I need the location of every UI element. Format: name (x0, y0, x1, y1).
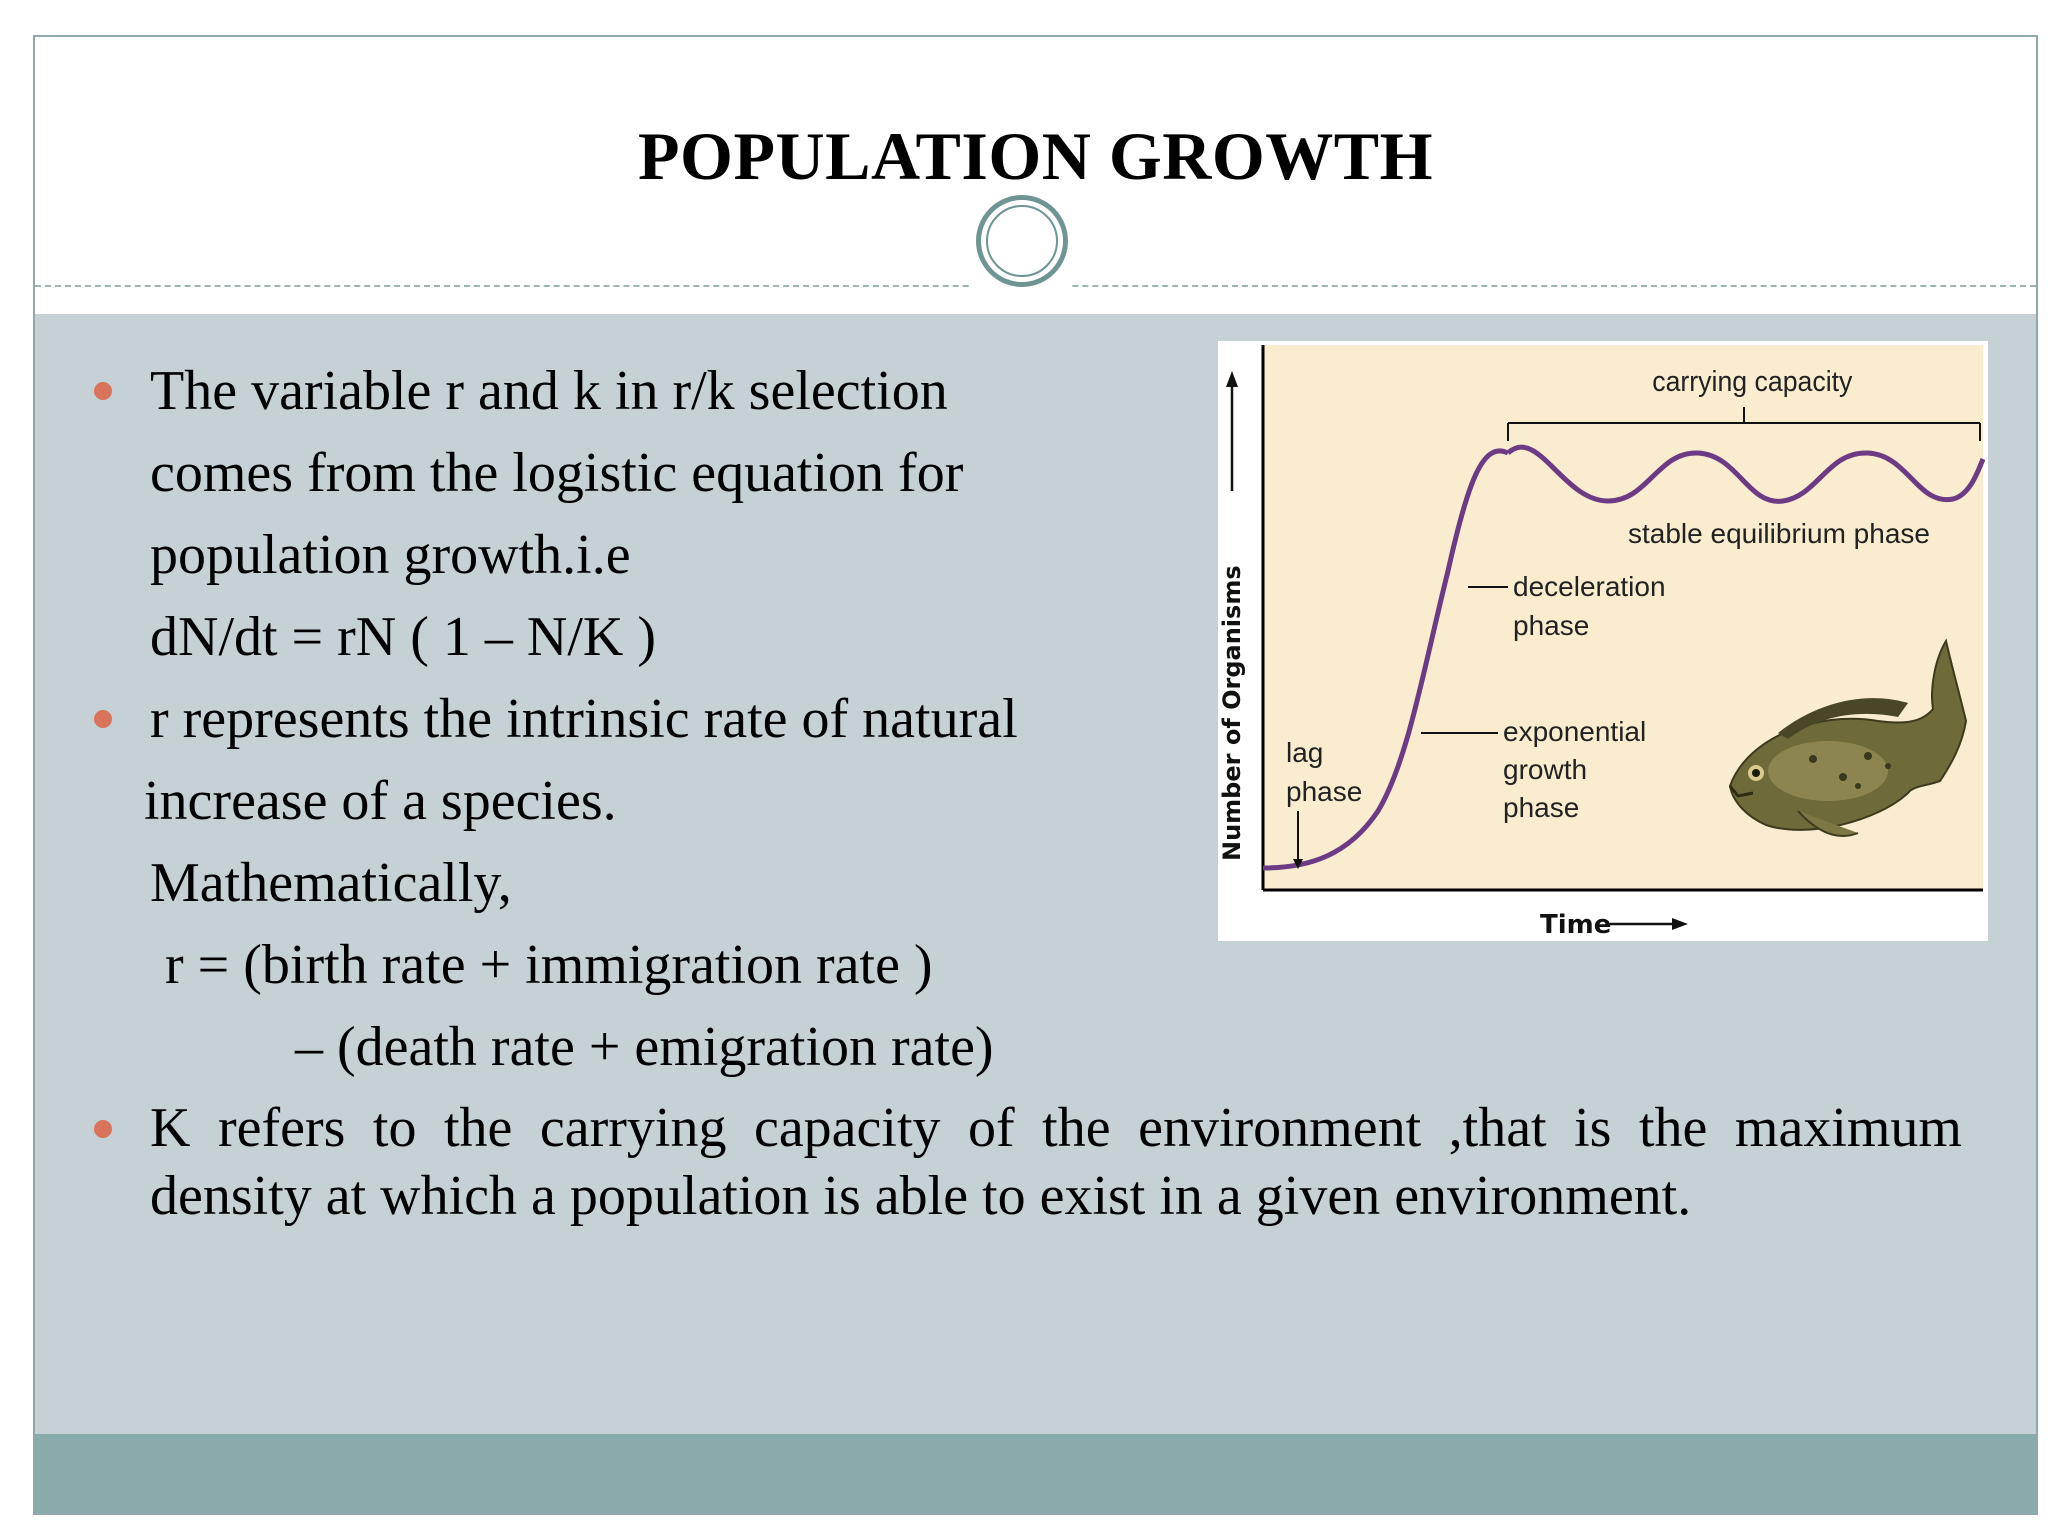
growth-curve (1262, 448, 1510, 871)
lag-pointer-head (1293, 859, 1303, 869)
bullet-2-marker (94, 710, 112, 728)
bullet-2-line-1: r represents the intrinsic rate of natur… (150, 688, 1018, 750)
bullet-3-text: K refers to the carrying capacity of the… (150, 1097, 1962, 1227)
bullet-3-marker (94, 1120, 112, 1138)
bullet-2-formula-line-2: – (death rate + emigration rate) (295, 1016, 994, 1078)
oscillation-curve (1506, 444, 1986, 504)
lag-label-line-2: phase (1286, 776, 1362, 807)
fish-illustration (1728, 638, 1968, 837)
lag-label-line-1: lag (1286, 737, 1323, 768)
bullet-1-marker (94, 382, 112, 400)
y-axis-arrow-head (1226, 371, 1238, 387)
bullet-1-line-3: population growth.i.e (150, 524, 631, 586)
y-axis-label: Number of Organisms (1218, 565, 1246, 861)
bullet-1-line-1: The variable r and k in r/k selection (150, 360, 948, 422)
footer-band (35, 1434, 2036, 1513)
x-axis-arrow-head (1672, 918, 1688, 930)
exponential-label-line-2: growth (1503, 754, 1587, 785)
exponential-label-line-3: phase (1503, 792, 1579, 823)
bullet-2-formula-line-1: r = (birth rate + immigration rate ) (165, 934, 933, 996)
slide-title: POPULATION GROWTH (638, 118, 1433, 194)
logistic-growth-figure: Number of Organisms Time carrying capaci… (1218, 341, 1988, 941)
bullet-1-line-2: comes from the logistic equation for (150, 442, 964, 504)
exponential-label-line-1: exponential (1503, 716, 1646, 747)
bullet-2-line-3: Mathematically, (150, 852, 512, 914)
deceleration-label-line-2: phase (1513, 610, 1589, 641)
carrying-capacity-label: carrying capacity (1652, 365, 1852, 397)
x-axis-label: Time (1540, 910, 1611, 940)
divider-ring-icon (976, 195, 1068, 287)
bullet-1-equation: dN/dt = rN ( 1 – N/K ) (150, 606, 656, 668)
stable-equilibrium-label: stable equilibrium phase (1628, 518, 1930, 549)
deceleration-label-line-1: deceleration (1513, 571, 1666, 602)
bullet-2-line-2: increase of a species. (144, 770, 617, 832)
